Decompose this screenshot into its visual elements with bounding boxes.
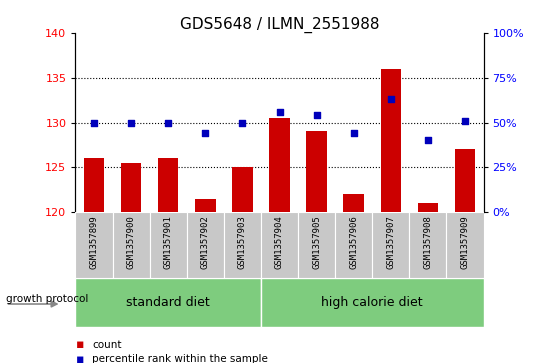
Point bbox=[423, 138, 432, 143]
Text: growth protocol: growth protocol bbox=[6, 294, 88, 303]
Bar bbox=[75, 212, 112, 278]
Bar bbox=[232, 167, 253, 212]
Point bbox=[461, 118, 470, 124]
Text: GSM1357901: GSM1357901 bbox=[164, 215, 173, 269]
Bar bbox=[418, 203, 438, 212]
Bar bbox=[75, 278, 261, 327]
Text: ▪: ▪ bbox=[75, 338, 84, 351]
Bar bbox=[269, 118, 290, 212]
Bar bbox=[306, 131, 327, 212]
Text: GDS5648 / ILMN_2551988: GDS5648 / ILMN_2551988 bbox=[180, 16, 379, 33]
Text: GSM1357904: GSM1357904 bbox=[275, 215, 284, 269]
Text: standard diet: standard diet bbox=[126, 296, 210, 309]
Text: GSM1357899: GSM1357899 bbox=[89, 215, 98, 269]
Point bbox=[127, 120, 136, 126]
Bar bbox=[121, 163, 141, 212]
Bar bbox=[298, 212, 335, 278]
Bar bbox=[84, 158, 104, 212]
Point bbox=[201, 130, 210, 136]
Point bbox=[238, 120, 247, 126]
Bar bbox=[409, 212, 447, 278]
Bar bbox=[195, 199, 216, 212]
Text: GSM1357906: GSM1357906 bbox=[349, 215, 358, 269]
Bar bbox=[261, 212, 298, 278]
Bar bbox=[455, 150, 475, 212]
Bar bbox=[381, 69, 401, 212]
Point bbox=[89, 120, 98, 126]
Text: GSM1357907: GSM1357907 bbox=[386, 215, 395, 269]
Bar bbox=[224, 212, 261, 278]
Text: GSM1357905: GSM1357905 bbox=[312, 215, 321, 269]
Bar bbox=[372, 212, 409, 278]
Point bbox=[349, 130, 358, 136]
Bar bbox=[187, 212, 224, 278]
Bar bbox=[335, 212, 372, 278]
Text: count: count bbox=[92, 340, 122, 350]
Bar bbox=[343, 195, 364, 212]
Point bbox=[312, 113, 321, 118]
Bar bbox=[112, 212, 150, 278]
Bar bbox=[150, 212, 187, 278]
Text: GSM1357900: GSM1357900 bbox=[126, 215, 136, 269]
Point bbox=[164, 120, 173, 126]
Text: high calorie diet: high calorie diet bbox=[321, 296, 423, 309]
Text: GSM1357908: GSM1357908 bbox=[423, 215, 433, 269]
Bar bbox=[261, 278, 484, 327]
Text: ▪: ▪ bbox=[75, 353, 84, 363]
Text: percentile rank within the sample: percentile rank within the sample bbox=[92, 354, 268, 363]
Point bbox=[275, 109, 284, 115]
Bar bbox=[158, 158, 178, 212]
Text: GSM1357902: GSM1357902 bbox=[201, 215, 210, 269]
Text: GSM1357909: GSM1357909 bbox=[461, 215, 470, 269]
Point bbox=[386, 96, 395, 102]
Text: GSM1357903: GSM1357903 bbox=[238, 215, 247, 269]
Bar bbox=[447, 212, 484, 278]
